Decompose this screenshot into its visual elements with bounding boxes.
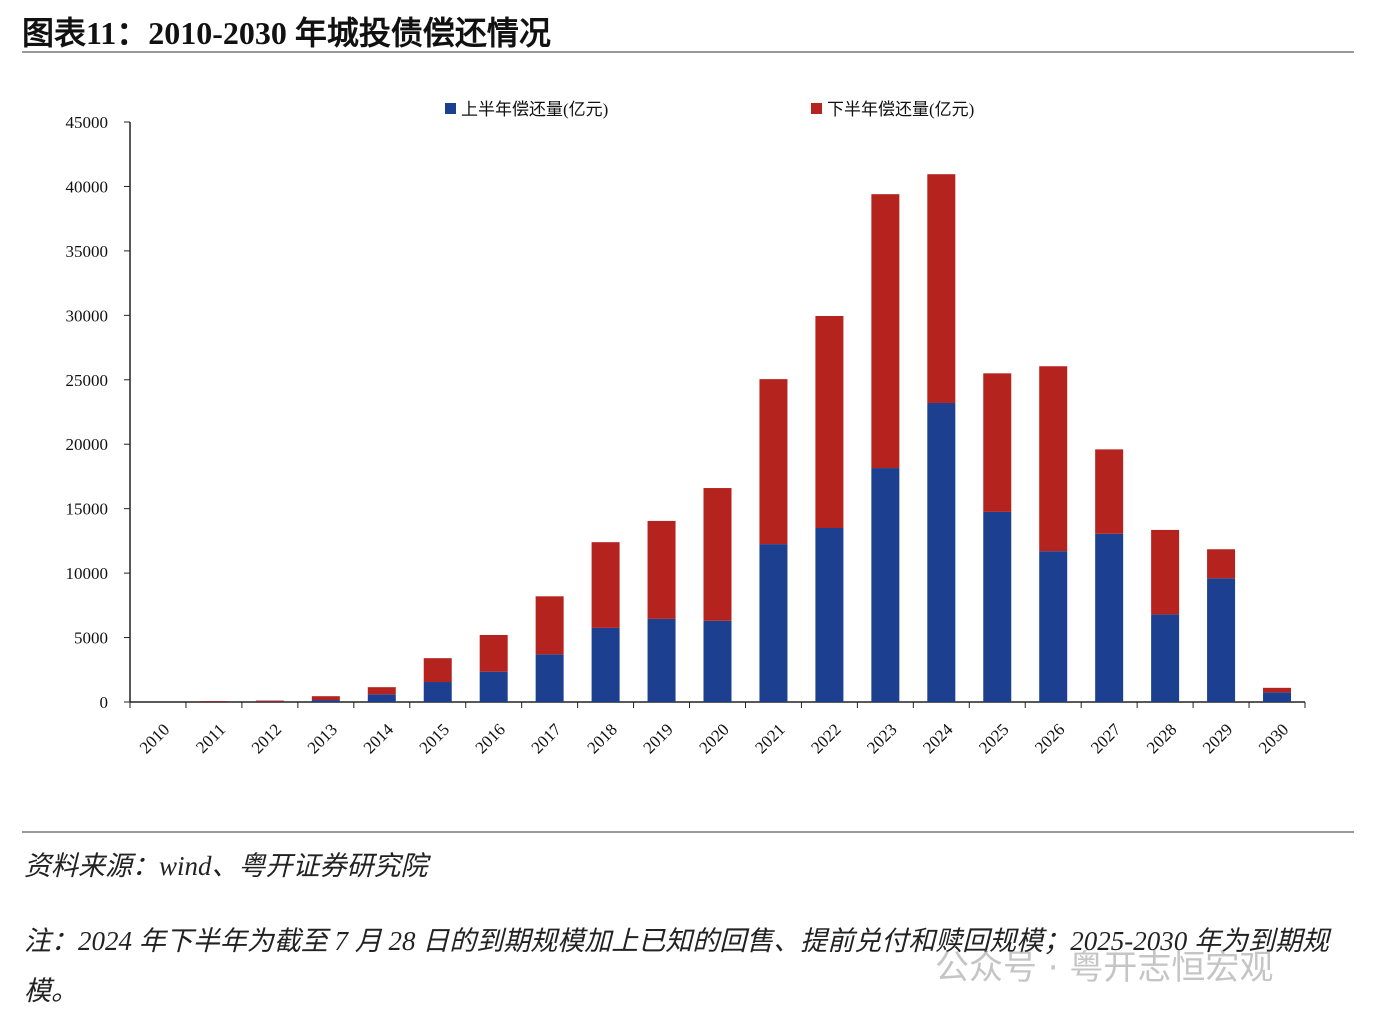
x-tick-label: 2025: [975, 720, 1012, 757]
bar: [367, 694, 396, 702]
note: 注：2024 年下半年为截至 7 月 28 日的到期规模加上已知的回售、提前兑付…: [24, 926, 1329, 1006]
legend-swatch: [445, 103, 456, 114]
bar: [311, 700, 340, 702]
bar: [1207, 549, 1236, 579]
bar: [591, 542, 620, 628]
x-tick-label: 2022: [807, 720, 844, 757]
legend-label: 下半年偿还量(亿元): [827, 100, 974, 119]
rule: [22, 51, 1354, 53]
bar: [983, 373, 1012, 512]
x-tick-label: 2026: [1031, 720, 1068, 757]
x-tick-label: 2028: [1143, 720, 1180, 757]
x-tick-label: 2024: [919, 720, 957, 758]
bar: [1039, 551, 1068, 702]
bar: [479, 671, 508, 702]
x-tick-label: 2029: [1199, 720, 1236, 757]
bar: [1207, 578, 1236, 702]
x-tick-label: 2017: [527, 720, 565, 758]
bar: [871, 194, 900, 469]
bar: [1151, 614, 1180, 702]
y-tick-label: 30000: [66, 306, 109, 325]
y-tick-label: 10000: [66, 564, 109, 583]
bar: [1263, 687, 1292, 693]
y-tick-label: 40000: [66, 177, 109, 196]
bar: [535, 654, 564, 702]
bar: [479, 634, 508, 672]
watermark: 公众号 · 粤开志恒宏观: [935, 948, 1274, 988]
x-tick-label: 2023: [863, 720, 900, 757]
bar: [591, 627, 620, 702]
bar: [815, 315, 844, 528]
title: 图表11：2010-2030 年城投债偿还情况: [22, 15, 551, 51]
y-tick-label: 15000: [66, 500, 109, 519]
legend-label: 上半年偿还量(亿元): [461, 100, 608, 119]
bar: [815, 528, 844, 702]
x-tick-label: 2015: [416, 720, 453, 757]
x-tick-label: 2021: [751, 720, 788, 757]
bar: [367, 687, 396, 695]
x-tick-label: 2016: [472, 720, 509, 757]
y-tick-label: 35000: [66, 242, 109, 261]
bar: [535, 596, 564, 655]
y-tick-label: 45000: [66, 113, 109, 132]
bar: [1151, 529, 1180, 615]
source: 资料来源：wind、粤开证券研究院: [24, 851, 428, 881]
bar: [703, 620, 732, 702]
bar: [1039, 366, 1068, 552]
bar: [759, 379, 788, 545]
y-tick-label: 20000: [66, 435, 109, 454]
bar: [647, 520, 676, 619]
y-tick-label: 25000: [66, 371, 109, 390]
y-tick-label: 0: [100, 693, 109, 712]
bar: [927, 402, 956, 702]
x-tick-label: 2020: [695, 720, 732, 757]
bar: [703, 488, 732, 621]
x-tick-label: 2011: [192, 720, 229, 757]
bar: [1263, 692, 1292, 702]
x-tick-label: 2019: [639, 720, 676, 757]
x-tick-label: 2010: [136, 720, 173, 757]
bar: [423, 682, 452, 702]
x-tick-label: 2018: [583, 720, 620, 757]
bar: [871, 468, 900, 702]
bar: [1095, 533, 1124, 702]
bar: [983, 511, 1012, 702]
bar: [423, 658, 452, 683]
bar: [1095, 449, 1124, 534]
y-tick-label: 5000: [74, 629, 108, 648]
chart: 0 5000 10000 15000 20000 25000 30000 35000 40000…: [66, 100, 1306, 758]
bar: [647, 618, 676, 702]
x-tick-label: 2013: [304, 720, 341, 757]
x-tick-label: 2014: [360, 720, 398, 758]
x-tick-label: 2012: [248, 720, 285, 757]
bar: [199, 701, 228, 702]
rule: [22, 831, 1354, 833]
bar: [927, 174, 956, 403]
bar: [311, 696, 340, 701]
bar: [255, 700, 284, 702]
x-tick-label: 2027: [1087, 720, 1125, 758]
legend-swatch: [811, 103, 822, 114]
x-tick-label: 2030: [1255, 720, 1292, 757]
bar: [759, 544, 788, 702]
